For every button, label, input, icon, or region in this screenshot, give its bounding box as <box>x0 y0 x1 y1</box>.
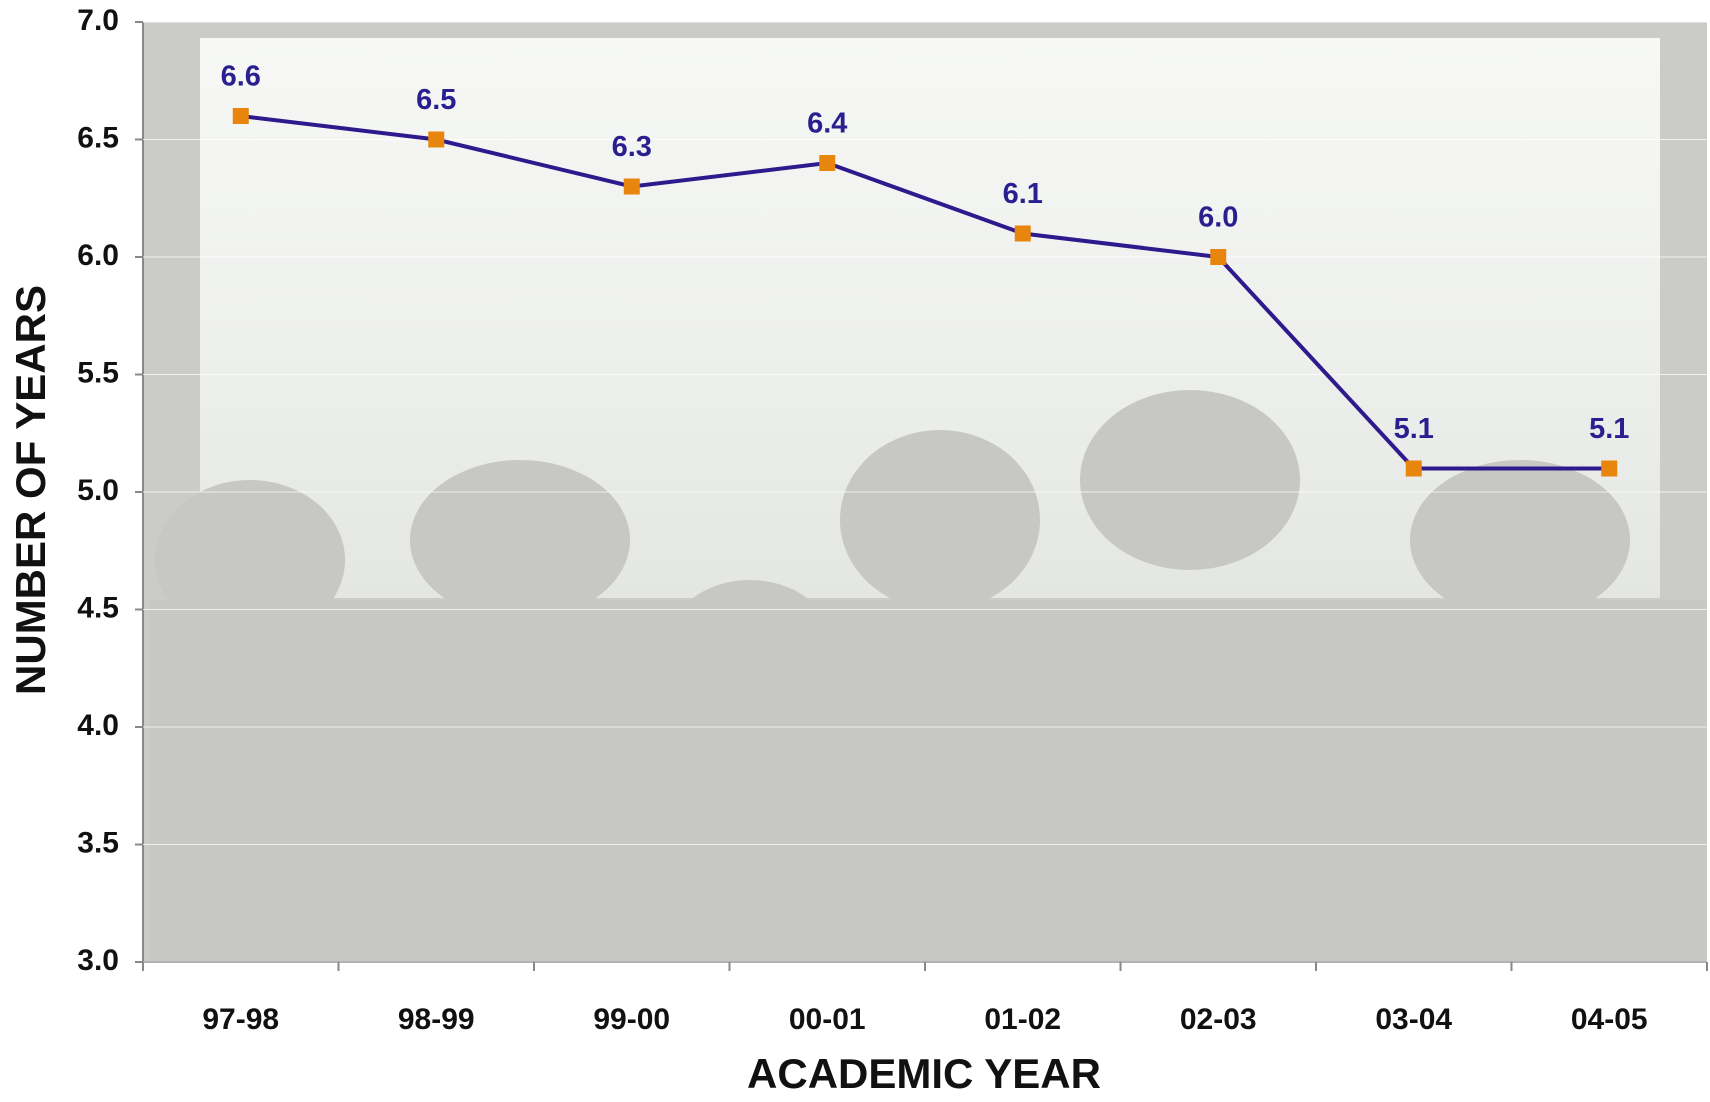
data-label: 6.5 <box>416 84 456 116</box>
x-tick-label: 03-04 <box>1375 1003 1452 1036</box>
y-tick-label: 3.5 <box>77 826 119 859</box>
data-marker <box>1601 460 1618 477</box>
data-marker <box>819 155 836 171</box>
x-tick-label: 98-99 <box>398 1003 475 1036</box>
x-tick-label: 97-98 <box>202 1003 279 1036</box>
x-tick-label: 02-03 <box>1180 1003 1257 1036</box>
x-axis-title: ACADEMIC YEAR <box>747 1050 1101 1097</box>
data-label: 6.6 <box>221 61 261 93</box>
y-tick-label: 6.5 <box>77 121 119 154</box>
data-label: 6.0 <box>1198 202 1238 234</box>
x-tick-label: 00-01 <box>789 1003 866 1036</box>
data-label: 5.1 <box>1589 413 1629 445</box>
x-tick-label: 99-00 <box>593 1003 670 1036</box>
y-axis-title: NUMBER OF YEARS <box>7 285 54 695</box>
y-tick-label: 4.5 <box>77 591 119 624</box>
data-marker <box>232 108 249 124</box>
data-marker <box>623 178 640 195</box>
data-label: 6.3 <box>612 131 652 163</box>
y-tick-label: 5.5 <box>77 356 119 389</box>
y-tick-label: 6.0 <box>77 239 119 272</box>
data-label: 6.1 <box>1003 178 1043 210</box>
data-label: 6.4 <box>807 108 847 140</box>
y-tick-label: 3.0 <box>77 944 119 977</box>
data-marker <box>1014 225 1031 242</box>
data-marker <box>1210 249 1227 265</box>
data-marker <box>428 131 445 148</box>
y-tick-label: 4.0 <box>77 709 119 742</box>
y-tick-label: 5.0 <box>77 474 119 507</box>
data-line <box>240 114 1610 471</box>
background-photo <box>143 22 1707 962</box>
y-tick-label: 7.0 <box>77 4 119 37</box>
x-tick-label: 04-05 <box>1571 1003 1648 1036</box>
data-label: 5.1 <box>1394 413 1434 445</box>
x-tick-label: 01-02 <box>984 1003 1061 1036</box>
data-marker <box>1405 460 1422 477</box>
